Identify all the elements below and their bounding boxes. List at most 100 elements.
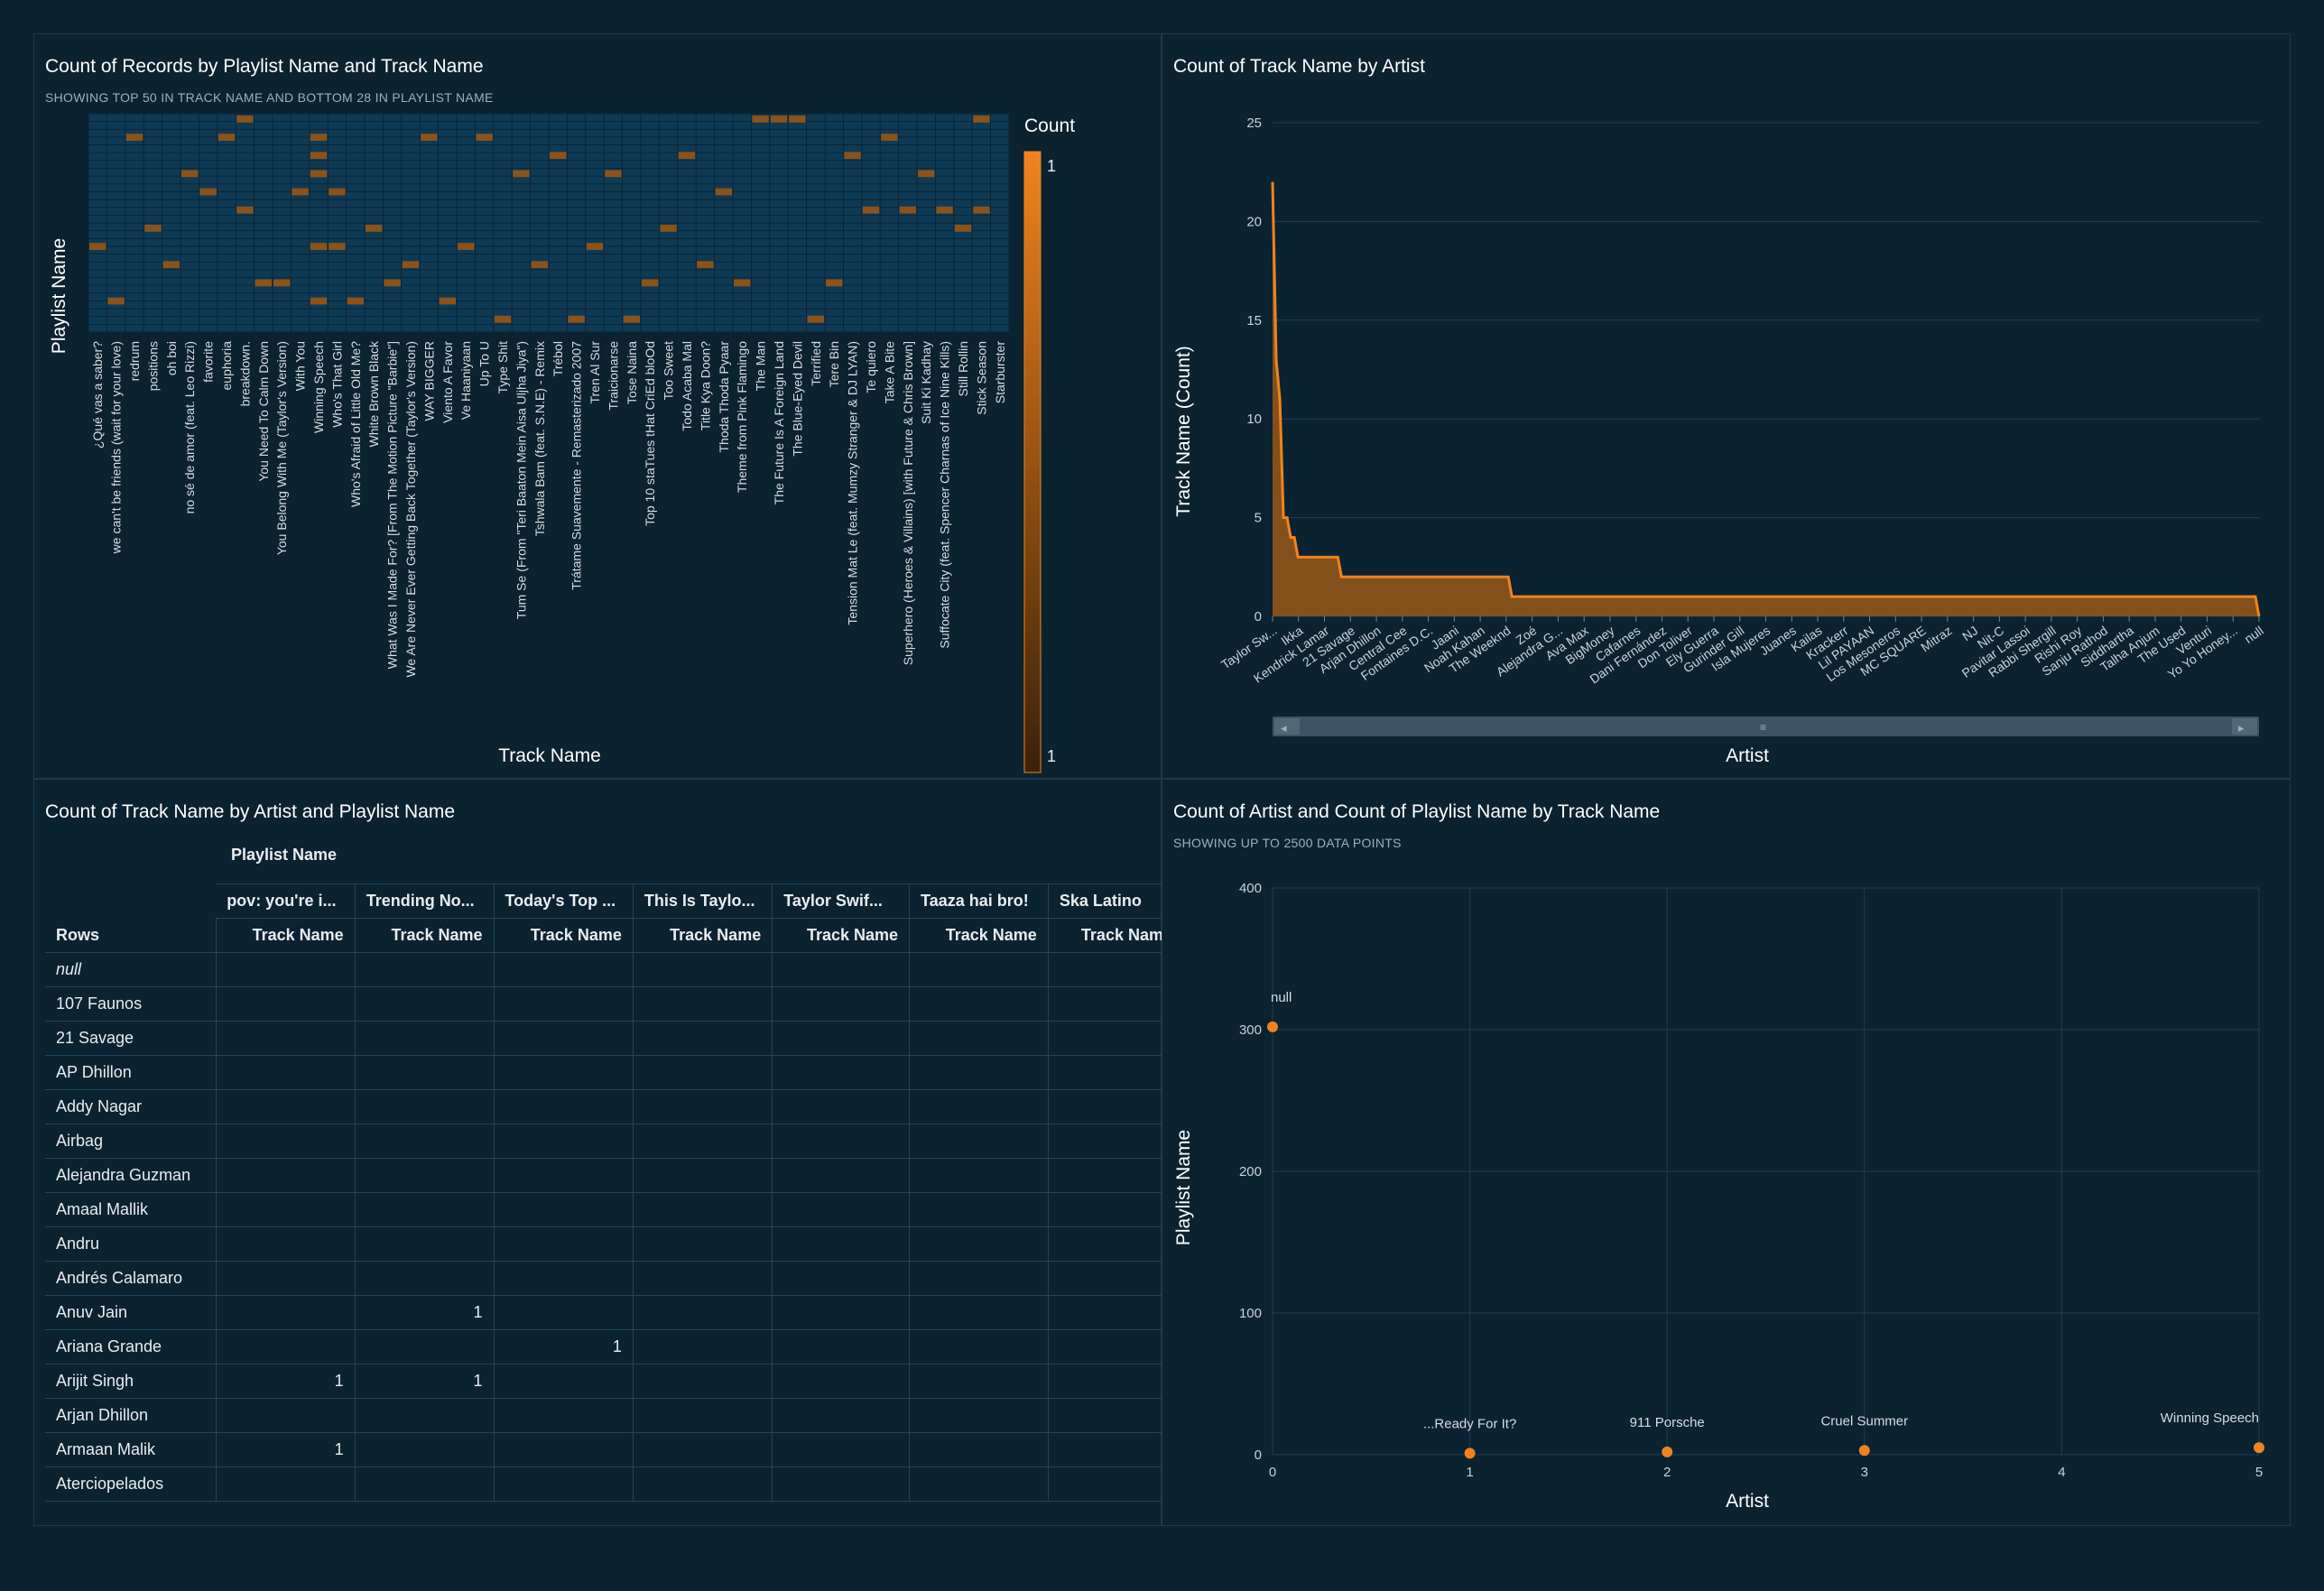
- pivot-cell[interactable]: [494, 1432, 634, 1467]
- pivot-cell[interactable]: [633, 1192, 773, 1227]
- heatmap-cell[interactable]: [494, 315, 512, 323]
- pivot-cell[interactable]: [1048, 1226, 1184, 1262]
- heatmap-cell[interactable]: [899, 206, 916, 214]
- pivot-row[interactable]: Aterciopelados: [45, 1466, 1184, 1502]
- pivot-column-header[interactable]: This Is Taylo...: [633, 883, 773, 919]
- heatmap-cell[interactable]: [236, 206, 254, 214]
- heatmap-cell[interactable]: [310, 134, 328, 141]
- pivot-cell[interactable]: [1048, 952, 1184, 987]
- pivot-row[interactable]: Anuv Jain 1: [45, 1295, 1184, 1330]
- pivot-cell[interactable]: [216, 1089, 356, 1124]
- heatmap-cell[interactable]: [181, 170, 199, 178]
- pivot-row[interactable]: 107 Faunos: [45, 986, 1184, 1022]
- scatter-point[interactable]: [1858, 1445, 1870, 1457]
- heatmap-cell[interactable]: [329, 243, 346, 250]
- pivot-cell[interactable]: [494, 986, 634, 1022]
- pivot-cell[interactable]: [216, 1021, 356, 1056]
- heatmap-cell[interactable]: [623, 315, 640, 323]
- pivot-row[interactable]: Ariana Grande 1: [45, 1329, 1184, 1364]
- pivot-cell[interactable]: [909, 1364, 1049, 1399]
- heatmap-cell[interactable]: [586, 243, 604, 250]
- pivot-cell[interactable]: [1048, 1089, 1184, 1124]
- pivot-cell[interactable]: [633, 1466, 773, 1502]
- pivot-cell[interactable]: [909, 1295, 1049, 1330]
- pivot-cell[interactable]: [494, 1021, 634, 1056]
- pivot-cell[interactable]: [633, 1124, 773, 1159]
- pivot-cell[interactable]: [355, 986, 495, 1022]
- heatmap-cell[interactable]: [734, 279, 751, 287]
- heatmap-cell[interactable]: [218, 134, 236, 141]
- pivot-cell[interactable]: [494, 1055, 634, 1090]
- pivot-cell[interactable]: [216, 1329, 356, 1364]
- pivot-cell[interactable]: [909, 1261, 1049, 1296]
- pivot-cell[interactable]: [355, 952, 495, 987]
- pivot-cell[interactable]: [633, 952, 773, 987]
- heatmap-cell[interactable]: [273, 279, 291, 287]
- pivot-cell[interactable]: [909, 986, 1049, 1022]
- heatmap-cell[interactable]: [292, 188, 309, 196]
- pivot-cell[interactable]: [216, 1158, 356, 1193]
- heatmap-cell[interactable]: [347, 297, 364, 305]
- pivot-row[interactable]: null: [45, 952, 1184, 987]
- pivot-cell[interactable]: [355, 1432, 495, 1467]
- pivot-cell[interactable]: [216, 952, 356, 987]
- pivot-cell[interactable]: 1: [355, 1295, 495, 1330]
- pivot-cell[interactable]: [772, 1398, 911, 1433]
- pivot-cell[interactable]: [216, 1192, 356, 1227]
- pivot-cell[interactable]: [1048, 1329, 1184, 1364]
- pivot-cell[interactable]: [909, 1192, 1049, 1227]
- pivot-cell[interactable]: [1048, 1192, 1184, 1227]
- heatmap-cell[interactable]: [862, 206, 880, 214]
- pivot-cell[interactable]: [772, 1466, 911, 1502]
- pivot-cell[interactable]: [909, 952, 1049, 987]
- pivot-cell[interactable]: [355, 1466, 495, 1502]
- pivot-panel[interactable]: Count of Track Name by Artist and Playli…: [33, 779, 1184, 1526]
- pivot-row[interactable]: Arijit Singh 1 1: [45, 1364, 1184, 1399]
- heatmap-cell[interactable]: [568, 315, 585, 323]
- pivot-cell[interactable]: [633, 1295, 773, 1330]
- heatmap-cell[interactable]: [605, 170, 622, 178]
- pivot-cell[interactable]: [633, 1226, 773, 1262]
- heatmap-panel[interactable]: Count of Records by Playlist Name and Tr…: [33, 33, 1162, 779]
- pivot-cell[interactable]: [494, 1089, 634, 1124]
- pivot-row[interactable]: 21 Savage: [45, 1021, 1184, 1056]
- pivot-cell[interactable]: [1048, 1398, 1184, 1433]
- pivot-cell[interactable]: [909, 1158, 1049, 1193]
- pivot-column-header[interactable]: Today's Top ...: [494, 883, 634, 919]
- pivot-cell[interactable]: [633, 986, 773, 1022]
- pivot-row[interactable]: Airbag: [45, 1124, 1184, 1159]
- pivot-cell[interactable]: [216, 1124, 356, 1159]
- pivot-cell[interactable]: [909, 1466, 1049, 1502]
- pivot-cell[interactable]: [494, 1398, 634, 1433]
- pivot-cell[interactable]: [772, 986, 911, 1022]
- pivot-cell[interactable]: [633, 1432, 773, 1467]
- pivot-cell[interactable]: [355, 1158, 495, 1193]
- pivot-cell[interactable]: [494, 1466, 634, 1502]
- pivot-row[interactable]: Amaal Mallik: [45, 1192, 1184, 1227]
- pivot-cell[interactable]: 1: [355, 1364, 495, 1399]
- pivot-cell[interactable]: [494, 1226, 634, 1262]
- pivot-cell[interactable]: [494, 1295, 634, 1330]
- heatmap-cell[interactable]: [881, 134, 898, 141]
- pivot-cell[interactable]: [909, 1089, 1049, 1124]
- pivot-cell[interactable]: [772, 1364, 911, 1399]
- scatter-point[interactable]: [1267, 1021, 1278, 1032]
- heatmap-cell[interactable]: [310, 152, 328, 160]
- pivot-cell[interactable]: [909, 1055, 1049, 1090]
- heatmap-cell[interactable]: [162, 261, 180, 269]
- heatmap-cell[interactable]: [384, 279, 401, 287]
- heatmap-cell[interactable]: [973, 206, 990, 214]
- heatmap-cell[interactable]: [310, 170, 328, 178]
- pivot-column-header[interactable]: Ska Latino: [1048, 883, 1184, 919]
- pivot-cell[interactable]: [633, 1261, 773, 1296]
- pivot-cell[interactable]: [216, 1055, 356, 1090]
- heatmap-cell[interactable]: [826, 279, 843, 287]
- heatmap-cell[interactable]: [770, 116, 788, 123]
- pivot-cell[interactable]: [772, 1089, 911, 1124]
- pivot-cell[interactable]: [772, 1055, 911, 1090]
- pivot-cell[interactable]: [216, 986, 356, 1022]
- pivot-cell[interactable]: [1048, 1021, 1184, 1056]
- heatmap-cell[interactable]: [329, 188, 346, 196]
- pivot-row[interactable]: Arjan Dhillon: [45, 1398, 1184, 1433]
